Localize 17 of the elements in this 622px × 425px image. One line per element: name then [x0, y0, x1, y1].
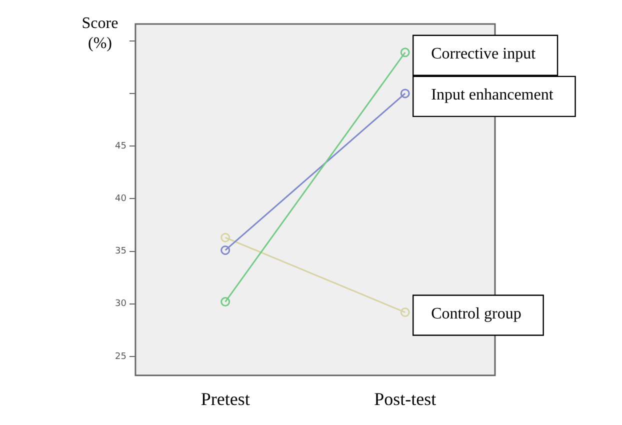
point [220, 232, 230, 242]
y-tick-label: 30 [115, 299, 127, 310]
point [400, 48, 410, 58]
series-label: Corrective input [431, 46, 536, 63]
series-label: Input enhancement [431, 86, 554, 104]
series-label: Control group [431, 305, 522, 322]
y-tick-label: 25 [115, 352, 126, 362]
y-axis-title: Score (%) [80, 14, 120, 54]
x-tick-label: Post-test [374, 388, 436, 409]
point [400, 88, 410, 98]
y-tick-label: 35 [115, 246, 126, 257]
y-tick-label: 45 [115, 141, 126, 152]
y-tick-label: 40 [115, 194, 127, 204]
point [400, 308, 410, 318]
point [220, 297, 230, 307]
point [220, 245, 230, 255]
x-tick-label: Pretest [200, 388, 250, 409]
